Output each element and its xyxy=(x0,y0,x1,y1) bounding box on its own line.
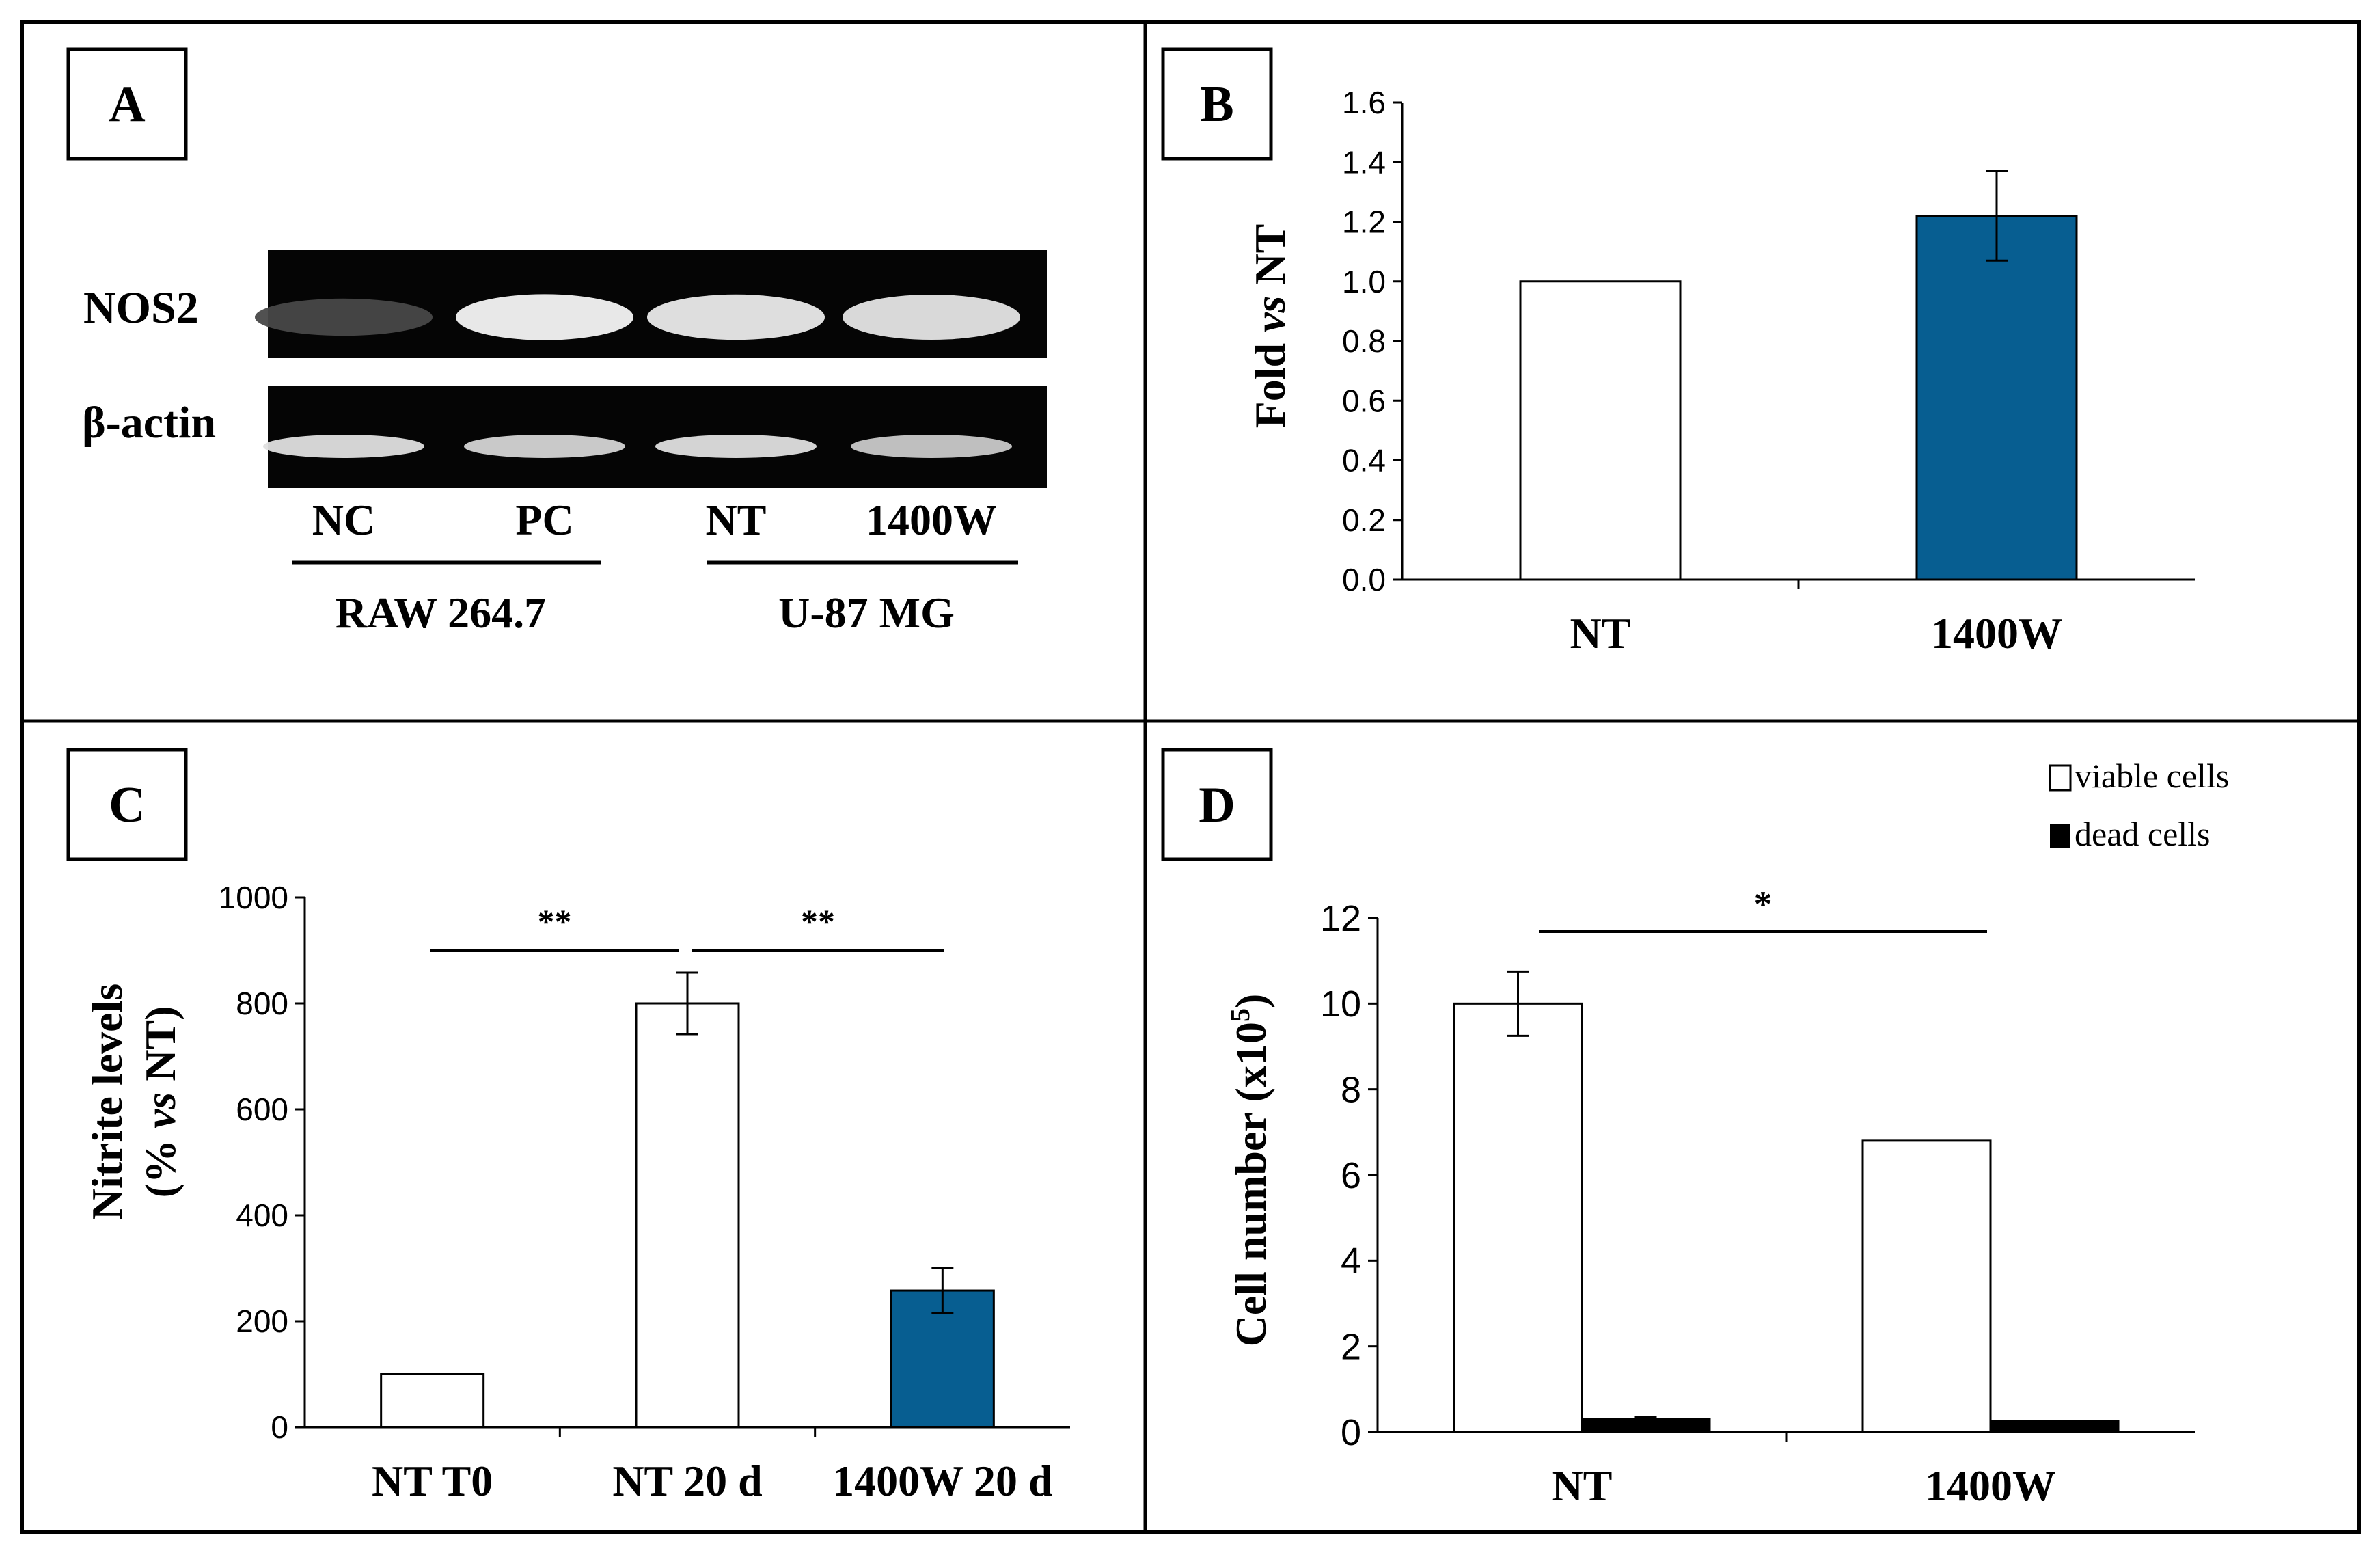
panel-c-label: C xyxy=(109,777,145,833)
significance-marker: * xyxy=(1754,884,1773,925)
nos2-band xyxy=(456,294,633,340)
lane-label-nt: NT xyxy=(706,496,767,544)
bar xyxy=(635,1002,740,1429)
y-tick-label: 1000 xyxy=(219,880,288,915)
legend-label-dead: dead cells xyxy=(2075,815,2211,853)
blot-row-label-actin: β-actin xyxy=(82,398,216,448)
y-tick-label: 1.6 xyxy=(1342,85,1386,120)
blot-row-label-nos2: NOS2 xyxy=(83,283,199,333)
lane-label-1400w: 1400W xyxy=(866,496,997,544)
y-tick-label: 800 xyxy=(236,986,288,1021)
nos2-band xyxy=(255,298,433,336)
y-tick-label: 12 xyxy=(1320,898,1361,939)
lane-label-nc: NC xyxy=(312,496,375,544)
y-tick-label: 2 xyxy=(1341,1327,1361,1368)
x-category-label: 1400W 20 d xyxy=(832,1457,1052,1505)
y-tick-label: 0.0 xyxy=(1342,562,1386,597)
nos2-band xyxy=(647,294,825,340)
panel-b-label-box xyxy=(1161,47,1273,161)
panel-c-chart: 0 200 400 600 800 1000 NT T0 NT 20 d 1400W 20 d *… xyxy=(219,880,1070,1505)
y-tick-label: 0.4 xyxy=(1342,443,1386,478)
y-tick-label: 6 xyxy=(1341,1155,1361,1196)
y-tick-label: 8 xyxy=(1341,1070,1361,1111)
x-category-label: NT T0 xyxy=(372,1457,493,1505)
y-tick-label: 0.6 xyxy=(1342,383,1386,418)
figure-frame xyxy=(20,20,2361,1534)
y-tick-label: 0 xyxy=(271,1409,288,1445)
nos2-band xyxy=(843,294,1020,340)
panel-d: D Cell number (x105) viable cells dead c… xyxy=(1161,748,2229,1510)
actin-bands xyxy=(263,435,1012,458)
group-label-raw: RAW 264.7 xyxy=(336,589,546,637)
actin-band xyxy=(263,435,424,458)
panel-b-chart: 0.0 0.2 0.4 0.6 0.8 1.0 1.2 1.4 1.6 NT 1400W xyxy=(1342,85,2195,658)
significance-marker: ** xyxy=(538,902,572,941)
y-tick-label: 10 xyxy=(1320,984,1361,1025)
bar xyxy=(1915,215,2078,581)
panel-b-y-axis-label: Fold vs NT xyxy=(1246,224,1294,429)
panel-c-y-axis-label-line1: Nitrite levels xyxy=(83,984,131,1221)
actin-band xyxy=(851,435,1012,458)
panel-d-label-box xyxy=(1161,748,1273,861)
y-tick-label: 0.8 xyxy=(1342,323,1386,359)
x-category-label: 1400W xyxy=(1931,609,2062,658)
group-label-u87: U-87 MG xyxy=(778,589,955,637)
y-tick-label: 1.0 xyxy=(1342,264,1386,299)
y-tick-label: 0.2 xyxy=(1342,502,1386,538)
actin-band xyxy=(655,435,817,458)
panel-a-label-box xyxy=(66,47,188,161)
x-category-label: NT 20 d xyxy=(612,1457,762,1505)
y-tick-label: 4 xyxy=(1341,1241,1361,1282)
panel-a: A NOS2 β-actin NC PC NT 1400W RAW 264.7 … xyxy=(66,47,1047,637)
actin-band xyxy=(464,435,625,458)
panel-c: C Nitrite levels (% vs NT) 0 200 400 600 800… xyxy=(66,748,1070,1505)
lane-label-pc: PC xyxy=(515,496,573,544)
panel-a-label: A xyxy=(109,77,145,133)
bar xyxy=(1861,1139,1992,1433)
panel-b-label: B xyxy=(1200,77,1233,133)
panel-d-chart: 0 2 4 6 8 10 12 NT 1400W * xyxy=(1320,884,2195,1510)
panel-c-y-axis-label-line2: (% vs NT) xyxy=(136,1006,184,1198)
y-tick-label: 1.4 xyxy=(1342,144,1386,180)
x-category-label: 1400W xyxy=(1925,1461,2056,1510)
bar xyxy=(1519,280,1682,581)
panel-b: B Fold vs NT 0.0 0.2 0.4 0.6 0.8 1.0 1.2 1.4 1.6… xyxy=(1161,47,2195,658)
nos2-bands xyxy=(255,294,1020,340)
legend-swatch-viable xyxy=(2049,764,2072,792)
y-tick-label: 1.2 xyxy=(1342,204,1386,240)
panel-c-label-box xyxy=(66,748,188,861)
legend-label-viable: viable cells xyxy=(2075,757,2229,795)
y-tick-label: 0 xyxy=(1341,1412,1361,1453)
legend-swatch-dead xyxy=(2050,824,2070,848)
y-tick-label: 200 xyxy=(236,1303,288,1339)
x-category-label: NT xyxy=(1570,609,1631,658)
panel-d-y-axis-label: Cell number (x105) xyxy=(1225,994,1275,1347)
x-category-label: NT xyxy=(1552,1461,1613,1510)
y-tick-label: 600 xyxy=(236,1092,288,1127)
bar xyxy=(1989,1420,2120,1433)
significance-marker: ** xyxy=(801,902,835,941)
bar xyxy=(1453,1002,1583,1433)
y-tick-label: 400 xyxy=(236,1198,288,1233)
panel-d-label: D xyxy=(1199,777,1235,833)
bar xyxy=(380,1373,485,1429)
